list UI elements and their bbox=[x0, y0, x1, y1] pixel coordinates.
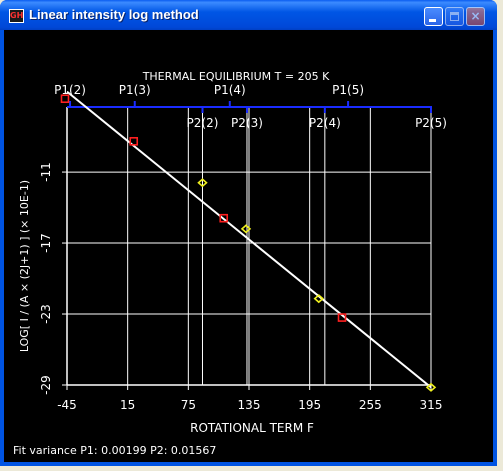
top-axis-label: P1(4) bbox=[214, 83, 246, 97]
y-axis-label: LOG[ I / (A × (2J+1) ] (× 10E-1) bbox=[18, 180, 31, 352]
top-axis: P1(2) P1(3) P1(4) P1(5) P2(2) P2(3) P2(4) P2(5) bbox=[54, 83, 447, 130]
top-axis-label: P1(2) bbox=[54, 83, 86, 97]
chart-labels: -45 15 75 135 195 255 315 -11 -17 -23 -29 LOG[ I / … bbox=[18, 162, 442, 412]
fit-variance-text: Fit variance P1: 0.00199 P2: 0.01567 bbox=[13, 444, 216, 457]
top-axis-label: P1(3) bbox=[119, 83, 151, 97]
top-axis-label: P2(4) bbox=[309, 116, 341, 130]
data-point-p1 bbox=[129, 137, 139, 146]
data-point-p2 bbox=[425, 382, 437, 392]
plot-area: P1(2) P1(3) P1(4) P1(5) P2(2) P2(3) P2(4) P2(5)… bbox=[4, 30, 493, 462]
chart-svg: P1(2) P1(3) P1(4) P1(5) P2(2) P2(3) P2(4) P2(5)… bbox=[13, 70, 447, 457]
app-icon[interactable]: GH bbox=[9, 9, 24, 23]
data-point-p2 bbox=[197, 178, 208, 188]
data-point-p1 bbox=[219, 213, 229, 223]
data-point-p1 bbox=[337, 313, 347, 322]
y-tick-label: -23 bbox=[39, 304, 53, 324]
x-tick-label: 255 bbox=[359, 398, 382, 412]
minimize-button[interactable] bbox=[424, 7, 443, 26]
x-axis-label: ROTATIONAL TERM F bbox=[190, 421, 314, 435]
maximize-icon bbox=[450, 12, 459, 21]
x-tick-label: 315 bbox=[420, 398, 443, 412]
data-point-p2 bbox=[240, 224, 252, 234]
y-tick-label: -29 bbox=[39, 375, 53, 395]
title-bar[interactable]: GH Linear intensity log method × bbox=[0, 0, 497, 30]
chart-title: THERMAL EQUILIBRIUM T = 205 K bbox=[142, 70, 330, 83]
window-title: Linear intensity log method bbox=[29, 7, 199, 22]
minimize-icon bbox=[429, 19, 436, 22]
close-icon: × bbox=[470, 9, 481, 23]
x-tick-label: 195 bbox=[298, 398, 321, 412]
data-point-p2 bbox=[313, 294, 324, 304]
axes bbox=[62, 107, 432, 390]
close-button[interactable]: × bbox=[466, 7, 485, 26]
x-tick-label: 135 bbox=[238, 398, 261, 412]
x-tick-label: 15 bbox=[120, 398, 135, 412]
fit-line bbox=[66, 90, 432, 389]
y-tick-label: -17 bbox=[39, 233, 53, 253]
data-point-p1 bbox=[60, 94, 70, 104]
top-axis-label: P2(3) bbox=[231, 116, 263, 130]
x-tick-label: 75 bbox=[181, 398, 196, 412]
data-points bbox=[60, 94, 437, 392]
y-tick-label: -11 bbox=[39, 162, 53, 182]
top-axis-label: P2(2) bbox=[187, 116, 219, 130]
app-window: GH Linear intensity log method × P1(2) P1… bbox=[0, 0, 497, 466]
maximize-button[interactable] bbox=[445, 7, 464, 26]
fit-line-group bbox=[66, 90, 432, 389]
top-axis-label: P1(5) bbox=[332, 83, 364, 97]
app-icon-text: GH bbox=[10, 11, 24, 20]
x-tick-label: -45 bbox=[57, 398, 77, 412]
top-axis-label: P2(5) bbox=[415, 116, 447, 130]
